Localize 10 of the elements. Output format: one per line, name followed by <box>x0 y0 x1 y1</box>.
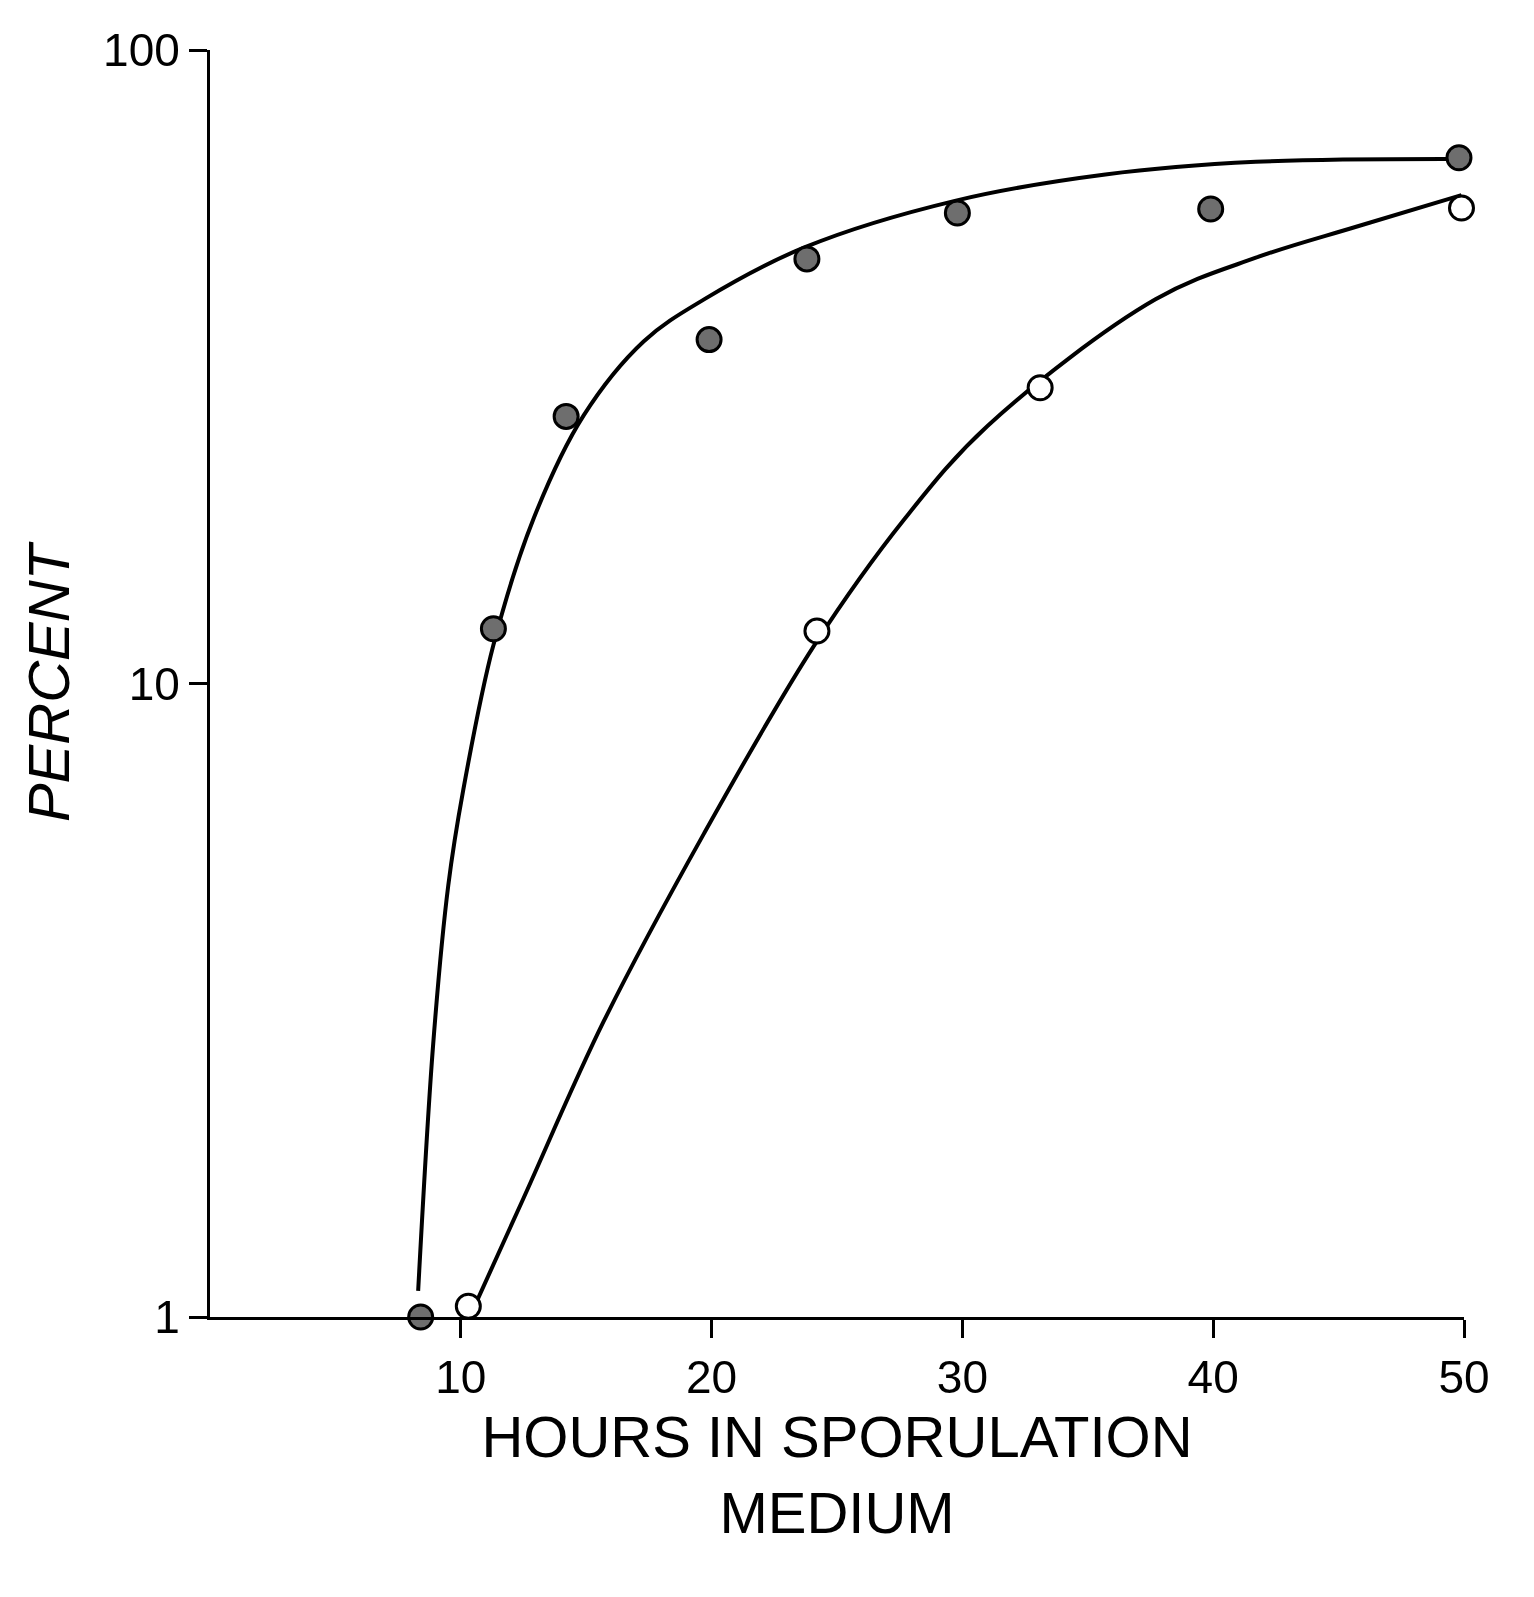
x-tick-label: 20 <box>686 1351 738 1404</box>
y-axis-title: PERCENT <box>16 541 82 823</box>
x-tick-label: 50 <box>1438 1351 1490 1404</box>
x-tick-label: 10 <box>435 1351 487 1404</box>
x-axis-title: HOURS IN SPORULATION MEDIUM <box>481 1404 1193 1545</box>
y-tick-label: 10 <box>128 657 180 710</box>
x-tick-label: 30 <box>936 1351 988 1404</box>
x-tick-label: 40 <box>1187 1351 1239 1404</box>
y-tick-label: 1 <box>154 1291 180 1344</box>
y-tick-label: 100 <box>103 24 180 77</box>
